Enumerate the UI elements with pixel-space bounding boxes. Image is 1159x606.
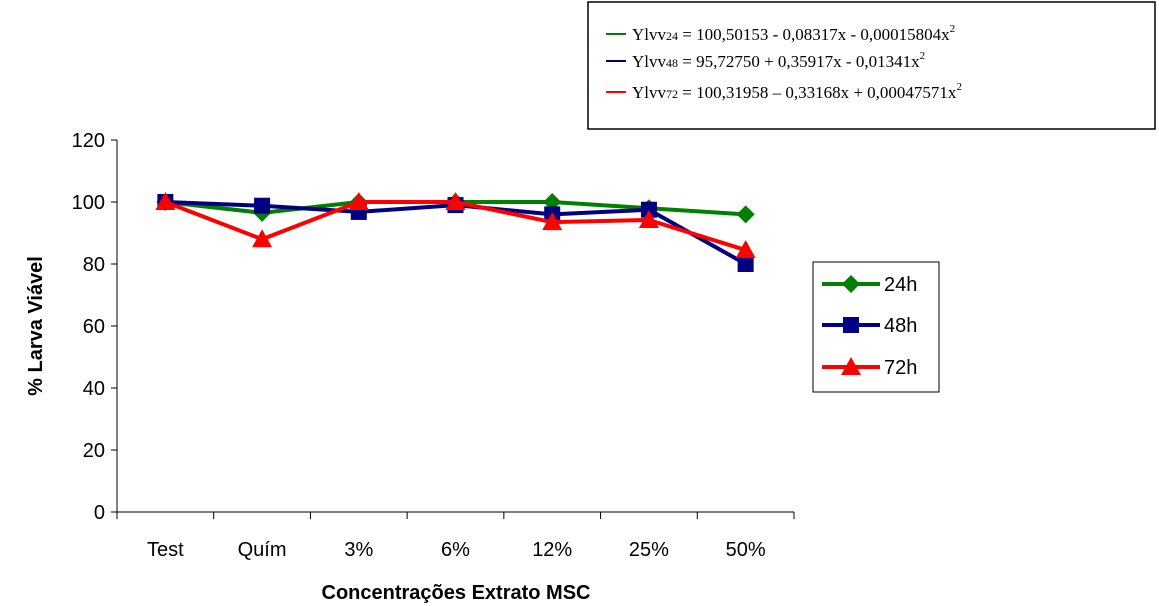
- x-tick-label: 6%: [441, 539, 470, 561]
- y-tick-label: 40: [83, 378, 105, 400]
- x-tick-label: 25%: [629, 539, 669, 561]
- data-point-72h: [638, 209, 659, 228]
- data-point-72h: [348, 192, 369, 210]
- equation-48h: Ylvv48 = 95,72750 + 0,35917x - 0,01341x2: [632, 50, 925, 71]
- y-ticks: 0 20 40 60 80 100 120: [72, 130, 117, 524]
- legend-items: 24h 48h 72h: [822, 274, 917, 379]
- legend-item-72h: 72h: [822, 357, 917, 379]
- x-tick-label: 3%: [344, 539, 373, 561]
- legend-marker: [841, 357, 861, 375]
- equation-row: Ylvv24 = 100,50153 - 0,08317x - 0,000158…: [606, 23, 955, 44]
- legend-marker: [843, 317, 859, 333]
- y-tick-label: 120: [72, 130, 105, 152]
- equation-row: Ylvv48 = 95,72750 + 0,35917x - 0,01341x2: [606, 50, 925, 71]
- x-tick-label: Test: [147, 539, 184, 561]
- equation-24h: Ylvv24 = 100,50153 - 0,08317x - 0,000158…: [632, 23, 955, 44]
- x-tick-label: Quím: [238, 539, 287, 561]
- y-tick-label: 80: [83, 254, 105, 276]
- equation-72h: Ylvv72 = 100,31958 – 0,33168x + 0,000475…: [632, 81, 962, 102]
- x-axis-title: Concentrações Extrato MSC: [322, 582, 591, 604]
- data-point-48h: [640, 201, 657, 218]
- y-tick-label: 20: [83, 440, 105, 462]
- data-point-24h: [736, 205, 755, 224]
- equation-box-border: [587, 1, 1156, 130]
- series-layer: [155, 192, 756, 272]
- equation-box: Ylvv24 = 100,50153 - 0,08317x - 0,000158…: [587, 1, 1156, 130]
- x-tick-label: 12%: [532, 539, 572, 561]
- equation-row: Ylvv72 = 100,31958 – 0,33168x + 0,000475…: [606, 81, 962, 102]
- legend-item-48h: 48h: [822, 315, 917, 337]
- legend: 24h 48h 72h: [812, 261, 940, 393]
- data-point-48h: [737, 256, 754, 272]
- data-point-72h: [252, 229, 273, 248]
- x-ticks: Test Quím 3% 6% 12% 25% 50%: [116, 512, 795, 561]
- data-point-72h: [155, 192, 176, 210]
- legend-label: 72h: [884, 357, 917, 379]
- series-72h: [155, 192, 756, 259]
- legend-marker: [842, 275, 860, 293]
- data-point-72h: [445, 192, 466, 210]
- legend-label: 24h: [884, 274, 917, 296]
- y-tick-label: 0: [94, 502, 105, 524]
- legend-item-24h: 24h: [822, 274, 917, 296]
- y-tick-label: 100: [72, 192, 105, 214]
- data-point-48h: [254, 197, 271, 214]
- y-axis-title: % Larva Viável: [25, 256, 47, 396]
- legend-label: 48h: [884, 315, 917, 337]
- data-point-72h: [735, 240, 756, 259]
- y-tick-label: 60: [83, 316, 105, 338]
- data-point-72h: [542, 212, 563, 231]
- x-tick-label: 50%: [726, 539, 766, 561]
